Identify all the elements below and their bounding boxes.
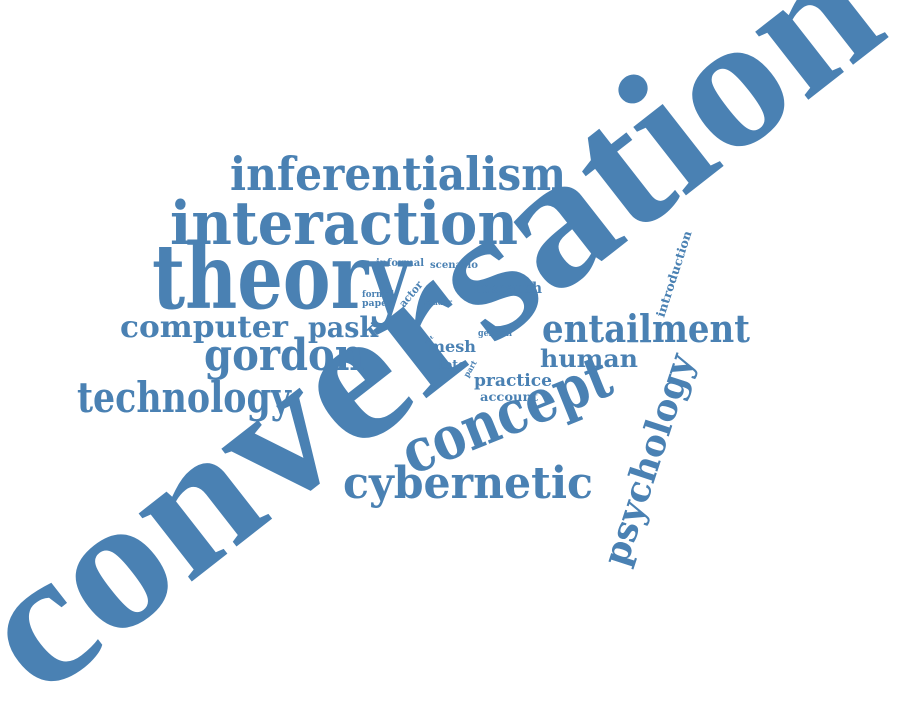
word-interaction: interaction <box>170 189 518 259</box>
word-technology: technology <box>77 373 292 422</box>
word-formal: formal <box>362 290 395 300</box>
word-mesh: mesh <box>428 337 476 356</box>
word-research: research <box>474 279 542 297</box>
word-reader: reader <box>424 297 453 307</box>
word-computer: computer <box>120 310 289 345</box>
word-human: human <box>540 344 638 373</box>
word-gordon: gordon <box>204 330 364 381</box>
word-general: general <box>478 329 513 339</box>
word-tote: tote <box>438 358 466 373</box>
word-cybernetic: cybernetic <box>343 458 593 509</box>
word-practice: practice <box>474 371 552 391</box>
word-tiny: set <box>423 334 435 346</box>
word-paper: paper <box>362 299 392 309</box>
word-entailment: entailment <box>542 306 750 351</box>
word-scenario: scenario <box>430 260 478 271</box>
word-theory: theory <box>152 224 412 330</box>
word-account: account <box>480 390 538 404</box>
word-informal: informal <box>376 258 424 269</box>
word-inferentialism: inferentialism <box>230 147 566 201</box>
word-pask: pask <box>308 311 379 344</box>
